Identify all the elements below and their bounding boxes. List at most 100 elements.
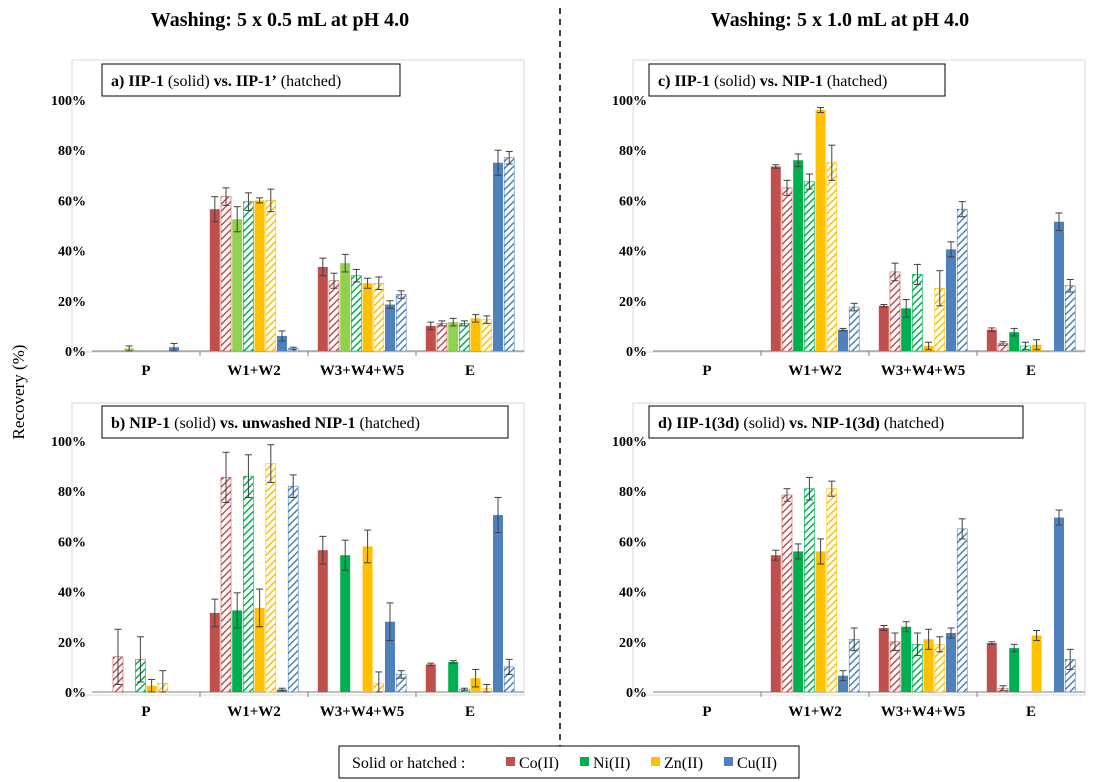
panel-frame <box>71 59 525 353</box>
panel-a: 0% 20% 40% 60% 80% 100% P W1+W2 W3+W4+W5 Ea) IIP-… <box>51 59 525 379</box>
legend-label: Cu(II) <box>737 755 777 772</box>
panel-title: d) IIP-1(3d) (solid) vs. NIP-1(3d) (hatc… <box>658 415 944 432</box>
bar-ni-solid <box>793 551 804 692</box>
x-tick-label: W3+W4+W5 <box>881 363 966 379</box>
y-tick-label: 60% <box>58 535 86 550</box>
bar-cu-hatched <box>956 208 968 352</box>
panel-title-segment: - <box>810 73 815 90</box>
bar-cu-solid <box>385 621 395 692</box>
panel-title-segment: a) <box>111 73 128 90</box>
panel-title-segment: - <box>698 415 703 432</box>
bar-cu-hatched <box>503 157 515 352</box>
panel-title-segment: vs. IIP-1’ <box>214 73 277 90</box>
bar-ni-solid <box>793 160 804 351</box>
panel-title: b) NIP-1 (solid) vs. unwashed NIP-1 (hat… <box>111 415 420 432</box>
panel-title-segment: 1 <box>702 73 710 90</box>
bar-zn-hatched <box>826 488 838 693</box>
bar-ni-solid <box>448 322 459 351</box>
x-tick-label: W3+W4+W5 <box>320 704 405 720</box>
y-tick-label: 40% <box>58 245 86 260</box>
bar-co-hatched <box>328 280 340 352</box>
bar-co-solid <box>770 555 781 692</box>
y-tick-label: 40% <box>619 586 647 601</box>
bar-zn-hatched <box>481 319 493 352</box>
y-tick-label: 80% <box>619 485 647 500</box>
bar-ni-solid <box>1009 648 1020 692</box>
left-column-title: Washing: 5 x 0.5 mL at pH 4.0 <box>151 9 409 31</box>
x-tick-label: P <box>702 704 711 720</box>
panel-title-segment: vs. NIP <box>789 415 839 432</box>
bar-cu-solid <box>838 675 848 692</box>
legend-swatch <box>651 757 660 766</box>
x-tick-label: P <box>141 363 150 379</box>
y-tick-label: 0% <box>65 686 86 701</box>
bar-ni-solid <box>901 626 912 692</box>
bar-co-solid <box>986 329 997 351</box>
y-tick-label: 0% <box>626 345 647 360</box>
bar-cu-solid <box>493 515 503 692</box>
y-tick-label: 80% <box>619 144 647 159</box>
bar-ni-solid <box>448 661 459 692</box>
y-tick-label: 40% <box>619 245 647 260</box>
bar-zn-solid <box>362 283 373 351</box>
bar-zn-hatched <box>826 162 838 352</box>
bar-zn-hatched <box>265 463 277 693</box>
x-tick-label: P <box>141 704 150 720</box>
panel-title-segment: - <box>839 415 844 432</box>
bar-ni-solid <box>340 555 351 692</box>
panel-title-box <box>101 63 401 97</box>
right-column-title: Washing: 5 x 1.0 mL at pH 4.0 <box>711 9 969 31</box>
y-tick-label: 20% <box>619 295 647 310</box>
bar-ni-hatched <box>912 274 923 352</box>
bar-co-solid <box>317 550 328 692</box>
x-tick-label: E <box>465 704 475 720</box>
panel-d: 0%20%40%60%80%100%P W1+W2 W3+W4+W5 Ed) IIP-… <box>612 402 1086 720</box>
x-tick-label: W3+W4+W5 <box>881 704 966 720</box>
bar-zn-solid <box>254 200 265 351</box>
legend-swatch <box>724 757 733 766</box>
y-tick-label: 100% <box>612 94 647 109</box>
bar-ni-hatched <box>351 275 362 352</box>
bar-cu-solid <box>1054 221 1064 351</box>
bar-cu-hatched <box>848 306 860 352</box>
bar-zn-solid <box>815 110 826 351</box>
bar-ni-solid <box>232 219 243 351</box>
panel-title-segment: IIP <box>676 415 698 432</box>
bar-ni-hatched <box>459 323 470 352</box>
panel-title-segment: IIP <box>128 73 150 90</box>
panel-title-segment: - <box>151 73 156 90</box>
bar-co-solid <box>425 325 436 351</box>
panel-c: 0%20%40%60%80%100%P W1+W2 W3+W4+W5 Ec) IIP-… <box>612 59 1086 379</box>
bar-cu-solid <box>277 335 287 351</box>
panel-title-segment: (hatched) <box>823 73 887 90</box>
panel-title-segment: c) <box>658 73 674 90</box>
y-tick-label: 100% <box>612 435 647 450</box>
panel-title-segment: (hatched) <box>880 415 944 432</box>
bar-zn-solid <box>362 546 373 692</box>
panel-title-segment: (solid) <box>164 73 214 90</box>
panel-title-segment: 1 <box>162 415 170 432</box>
x-tick-label: W3+W4+W5 <box>320 363 405 379</box>
bar-zn-solid <box>1031 635 1042 692</box>
panel-title-segment: (hatched) <box>277 73 341 90</box>
bar-co-solid <box>209 209 220 351</box>
panel-title-segment: 1(3d) <box>844 415 880 432</box>
legend: Solid or hatched : Co(II) Ni(II) Zn(II) Cu(… <box>338 745 800 779</box>
legend-prefix: Solid or hatched : <box>352 755 465 772</box>
y-tick-label: 60% <box>619 194 647 209</box>
y-tick-label: 40% <box>58 586 86 601</box>
bar-cu-solid <box>493 162 503 351</box>
panel-title-segment: vs. unwashed NIP <box>220 415 342 432</box>
y-tick-label: 60% <box>58 194 86 209</box>
panel-title-segment: - <box>342 415 347 432</box>
bar-ni-solid <box>340 263 351 351</box>
y-tick-label: 20% <box>58 636 86 651</box>
legend-label: Ni(II) <box>593 755 630 772</box>
x-tick-label: E <box>1026 363 1036 379</box>
bar-ni-hatched <box>243 475 254 693</box>
bar-ni-solid <box>1009 332 1020 351</box>
bar-ni-hatched <box>243 201 254 352</box>
panel-title: a) IIP-1 (solid) vs. IIP-1’ (hatched) <box>111 73 341 90</box>
panel-title-segment: - <box>157 415 162 432</box>
